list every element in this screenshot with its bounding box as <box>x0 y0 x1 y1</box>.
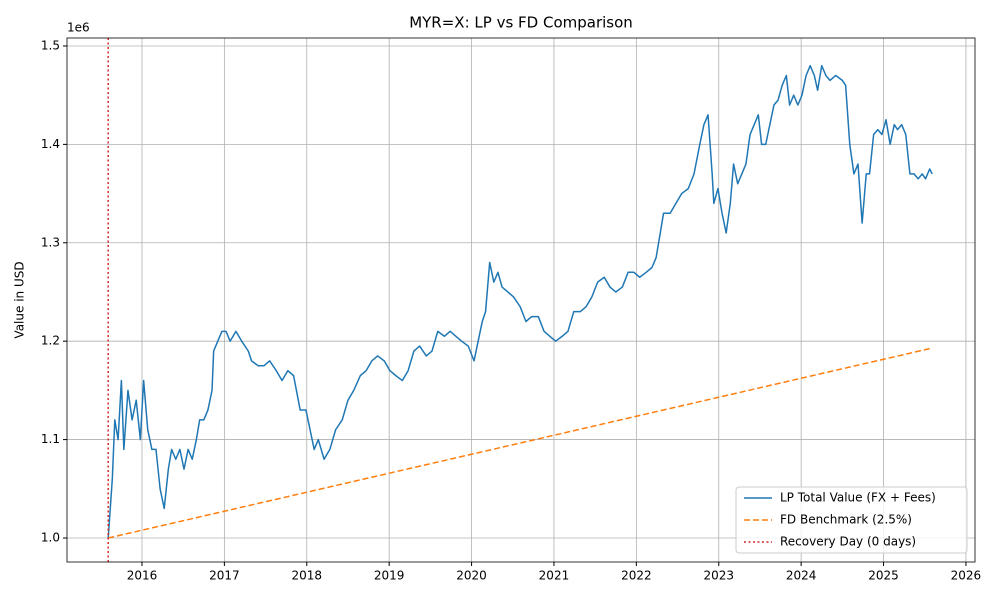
x-tick-label: 2018 <box>291 569 322 583</box>
legend-box <box>735 486 968 554</box>
chart-title: MYR=X: LP vs FD Comparison <box>409 14 633 32</box>
x-tick-label: 2026 <box>951 569 982 583</box>
x-tick-label: 2020 <box>456 569 487 583</box>
x-tick-label: 2022 <box>621 569 652 583</box>
x-tick-label: 2019 <box>374 569 405 583</box>
x-tick-label: 2023 <box>703 569 734 583</box>
y-tick-label: 1.4 <box>41 137 60 151</box>
x-tick-label: 2024 <box>786 569 817 583</box>
series-line <box>108 347 933 539</box>
y-tick-label: 1.3 <box>41 235 60 249</box>
x-tick-label: 2025 <box>868 569 899 583</box>
x-tick-label: 2016 <box>127 569 158 583</box>
y-offset-text: 1e6 <box>67 21 90 35</box>
legend-label: Recovery Day (0 days) <box>780 535 916 549</box>
plot-frame <box>66 37 976 563</box>
legend-label: FD Benchmark (2.5%) <box>780 513 912 527</box>
series-line <box>107 64 933 539</box>
y-tick-label: 1.0 <box>41 530 60 544</box>
x-tick-label: 2017 <box>209 569 240 583</box>
y-axis-label: Value in USD <box>13 261 27 338</box>
x-tick-label: 2021 <box>539 569 570 583</box>
legend-label: LP Total Value (FX + Fees) <box>780 491 936 505</box>
y-tick-label: 1.5 <box>41 38 60 52</box>
y-tick-label: 1.2 <box>41 334 60 348</box>
y-tick-label: 1.1 <box>41 432 60 446</box>
